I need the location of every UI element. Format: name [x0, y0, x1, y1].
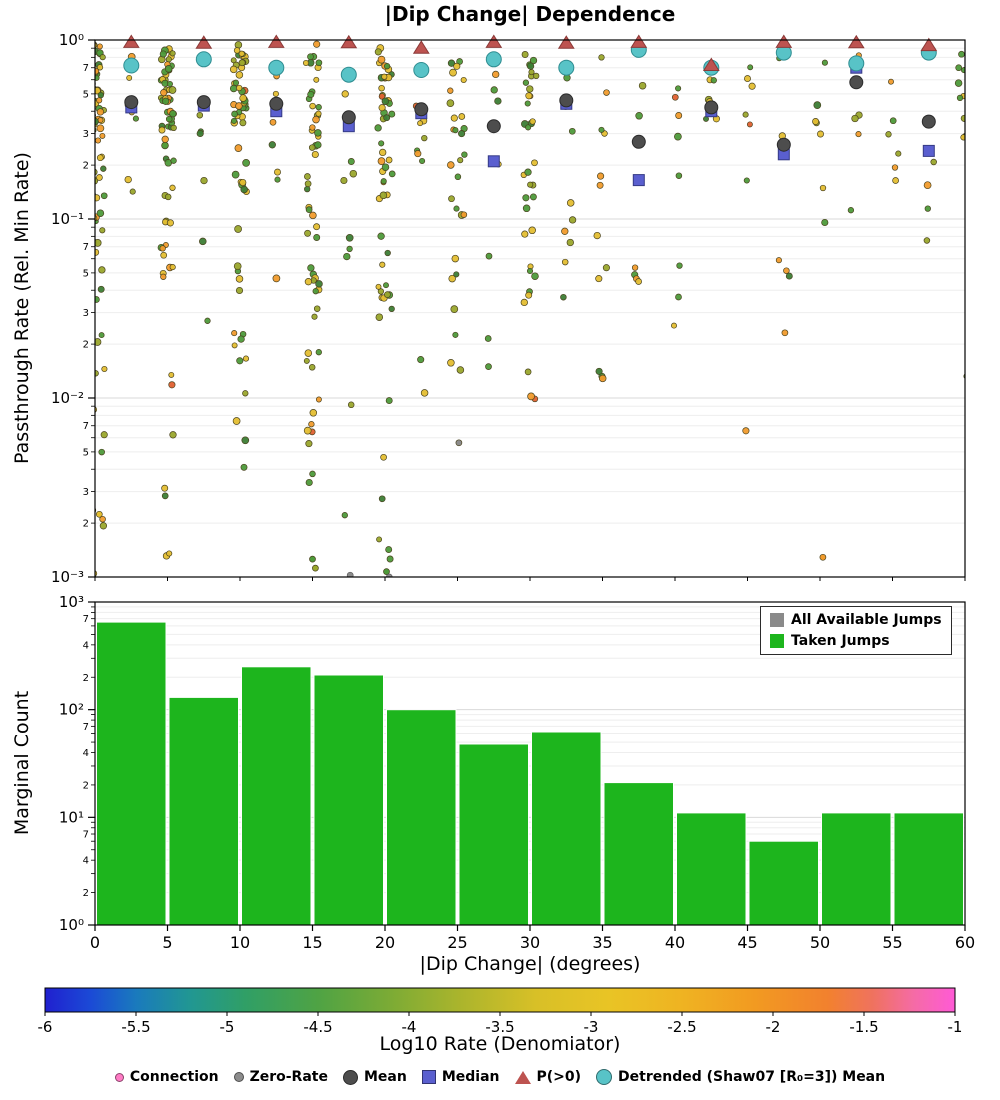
legend-item-detrended-mean: Detrended (Shaw07 [R₀=3]) Mean — [596, 1069, 885, 1085]
y-axis-label-top: Passthrough Rate (Rel. Min Rate) — [11, 152, 33, 464]
zero-rate-marker-icon — [233, 1072, 244, 1082]
svg-text:-5: -5 — [220, 1018, 235, 1036]
connection-marker-icon — [114, 1072, 124, 1082]
legend-item-median: Median — [421, 1069, 500, 1085]
svg-text:10⁻²: 10⁻² — [51, 389, 84, 407]
svg-text:-5.5: -5.5 — [121, 1018, 150, 1036]
legend-label: Median — [441, 1069, 500, 1085]
p-gt-0-marker-icon — [514, 1070, 531, 1084]
svg-text:7: 7 — [83, 242, 89, 253]
svg-text:3: 3 — [83, 308, 89, 319]
legend-label: Detrended (Shaw07 [R₀=3]) Mean — [618, 1069, 886, 1085]
svg-text:7: 7 — [83, 830, 89, 841]
svg-text:5: 5 — [162, 933, 172, 952]
histogram-bars — [96, 621, 964, 926]
svg-text:-4.5: -4.5 — [303, 1018, 332, 1036]
svg-text:20: 20 — [375, 933, 395, 952]
axis-ticks-labels: 10⁰10⁻¹10⁻²10⁻³23572357235710³10²10¹10⁰2… — [51, 31, 975, 952]
svg-text:10⁰: 10⁰ — [59, 31, 84, 49]
svg-text:7: 7 — [83, 421, 89, 432]
svg-text:2: 2 — [83, 888, 89, 899]
svg-text:3: 3 — [83, 487, 89, 498]
svg-text:45: 45 — [737, 933, 757, 952]
svg-text:25: 25 — [447, 933, 467, 952]
svg-text:10: 10 — [230, 933, 250, 952]
legend-item-all-available-jumps: All Available Jumps — [770, 612, 942, 628]
svg-text:3: 3 — [83, 129, 89, 140]
svg-text:-1: -1 — [948, 1018, 963, 1036]
svg-text:7: 7 — [83, 722, 89, 733]
svg-text:-2.5: -2.5 — [667, 1018, 696, 1036]
svg-text:4: 4 — [83, 748, 89, 759]
svg-text:-4: -4 — [402, 1018, 417, 1036]
median-marker-icon — [421, 1070, 436, 1084]
svg-text:10⁻³: 10⁻³ — [51, 568, 84, 586]
x-axis-label: |Dip Change| (degrees) — [419, 953, 641, 975]
p-gt-0-series — [122, 34, 938, 71]
taken-jumps-swatch-icon — [770, 634, 784, 648]
svg-text:10¹: 10¹ — [59, 808, 84, 826]
svg-text:4: 4 — [83, 640, 89, 651]
svg-text:50: 50 — [810, 933, 830, 952]
mean-series — [124, 75, 936, 152]
svg-text:10⁻¹: 10⁻¹ — [51, 210, 84, 228]
legend-label: Zero-Rate — [249, 1069, 328, 1085]
svg-text:5: 5 — [83, 447, 89, 458]
svg-text:-3: -3 — [584, 1018, 599, 1036]
legend-item-connection: Connection — [114, 1069, 219, 1085]
svg-text:-6: -6 — [38, 1018, 53, 1036]
svg-text:10³: 10³ — [59, 593, 84, 611]
svg-text:10⁰: 10⁰ — [59, 916, 84, 934]
legend-label: Connection — [129, 1069, 219, 1085]
svg-text:-2: -2 — [766, 1018, 781, 1036]
all-available-jumps-swatch-icon — [770, 613, 784, 627]
mean-marker-icon — [342, 1069, 358, 1085]
y-axis-label-bottom: Marginal Count — [11, 690, 33, 836]
svg-text:-3.5: -3.5 — [485, 1018, 514, 1036]
svg-text:10²: 10² — [59, 701, 84, 719]
colorbar-title: Log10 Rate (Denomiator) — [379, 1033, 621, 1055]
legend-label: Mean — [363, 1069, 407, 1085]
histogram-legend: All Available Jumps Taken Jumps — [760, 606, 952, 655]
detrended-mean-marker-icon — [596, 1069, 613, 1085]
colorbar: -6 -5.5 -5 -4.5 -4 -3.5 -3 -2.5 -2 -1.5 -1 — [38, 987, 963, 1036]
legend-label: All Available Jumps — [791, 612, 942, 628]
legend-item-mean: Mean — [342, 1069, 407, 1085]
svg-text:7: 7 — [83, 614, 89, 625]
svg-text:40: 40 — [665, 933, 685, 952]
scatter-points — [95, 40, 965, 577]
svg-text:30: 30 — [520, 933, 540, 952]
figure-legend: Connection Zero-Rate Mean Median P(>0) D… — [0, 1069, 1000, 1085]
svg-text:55: 55 — [882, 933, 902, 952]
svg-text:2: 2 — [83, 519, 89, 530]
legend-label: Taken Jumps — [791, 633, 890, 649]
legend-item-zero-rate: Zero-Rate — [233, 1069, 328, 1085]
svg-text:2: 2 — [83, 673, 89, 684]
svg-text:60: 60 — [955, 933, 975, 952]
legend-label: P(>0) — [536, 1069, 582, 1085]
svg-text:2: 2 — [83, 780, 89, 791]
svg-text:2: 2 — [83, 161, 89, 172]
svg-text:15: 15 — [302, 933, 322, 952]
chart-title: |Dip Change| Dependence — [384, 2, 676, 26]
svg-text:-1.5: -1.5 — [849, 1018, 878, 1036]
legend-item-taken-jumps: Taken Jumps — [770, 633, 942, 649]
svg-text:5: 5 — [83, 89, 89, 100]
svg-text:4: 4 — [83, 856, 89, 867]
legend-item-p-gt-0: P(>0) — [514, 1069, 582, 1085]
svg-text:7: 7 — [83, 63, 89, 74]
svg-text:0: 0 — [90, 933, 100, 952]
svg-text:2: 2 — [83, 340, 89, 351]
svg-text:35: 35 — [592, 933, 612, 952]
svg-text:5: 5 — [83, 268, 89, 279]
